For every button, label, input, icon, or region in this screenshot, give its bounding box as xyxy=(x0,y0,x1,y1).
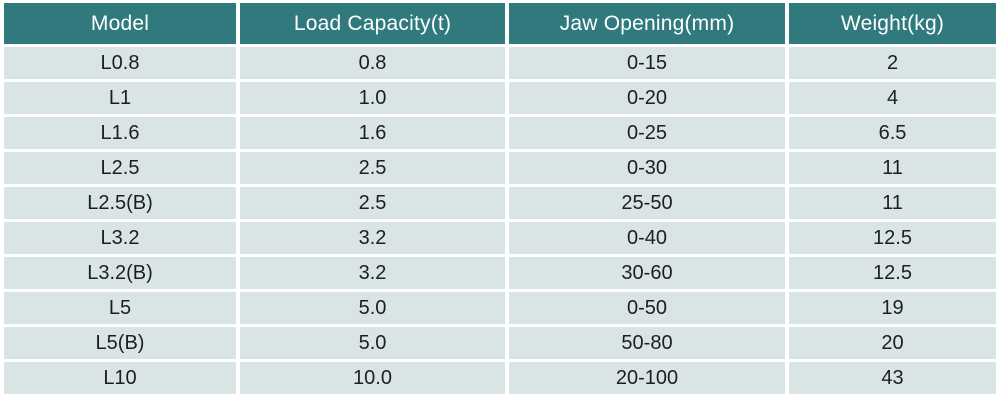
header-row: Model Load Capacity(t) Jaw Opening(mm) W… xyxy=(4,3,996,44)
table-cell: 12.5 xyxy=(789,257,996,289)
table-cell: 0-40 xyxy=(509,222,785,254)
table-cell: 50-80 xyxy=(509,327,785,359)
table-cell: 2.5 xyxy=(240,152,505,184)
table-cell: 0.8 xyxy=(240,47,505,79)
table-row: L10 10.0 20-100 43 xyxy=(4,362,996,394)
table-cell: 5.0 xyxy=(240,292,505,324)
table-cell: 30-60 xyxy=(509,257,785,289)
table-cell: L2.5(B) xyxy=(4,187,236,219)
table-body: L0.8 0.8 0-15 2 L1 1.0 0-20 4 L1.6 1.6 0-25 6.5 L2.5… xyxy=(4,47,996,394)
table-header: Model Load Capacity(t) Jaw Opening(mm) W… xyxy=(4,3,996,44)
table-cell: 2 xyxy=(789,47,996,79)
table-cell: L2.5 xyxy=(4,152,236,184)
table-cell: 10.0 xyxy=(240,362,505,394)
table-cell: 5.0 xyxy=(240,327,505,359)
table-row: L1 1.0 0-20 4 xyxy=(4,82,996,114)
specification-table: Model Load Capacity(t) Jaw Opening(mm) W… xyxy=(4,3,996,394)
table-cell: L5(B) xyxy=(4,327,236,359)
table-cell: L1 xyxy=(4,82,236,114)
table-cell: L3.2 xyxy=(4,222,236,254)
table-row: L3.2 3.2 0-40 12.5 xyxy=(4,222,996,254)
table-row: L5 5.0 0-50 19 xyxy=(4,292,996,324)
table-cell: 11 xyxy=(789,152,996,184)
table-cell: 19 xyxy=(789,292,996,324)
table-row: L2.5 2.5 0-30 11 xyxy=(4,152,996,184)
table-cell: 0-20 xyxy=(509,82,785,114)
table-row: L1.6 1.6 0-25 6.5 xyxy=(4,117,996,149)
table-cell: 20-100 xyxy=(509,362,785,394)
table-cell: 4 xyxy=(789,82,996,114)
column-header-model: Model xyxy=(4,3,236,44)
table-cell: 1.0 xyxy=(240,82,505,114)
table-row: L3.2(B) 3.2 30-60 12.5 xyxy=(4,257,996,289)
table-cell: L3.2(B) xyxy=(4,257,236,289)
table-cell: 20 xyxy=(789,327,996,359)
table-cell: L5 xyxy=(4,292,236,324)
table-cell: 2.5 xyxy=(240,187,505,219)
table-row: L5(B) 5.0 50-80 20 xyxy=(4,327,996,359)
table-cell: 25-50 xyxy=(509,187,785,219)
table-cell: 0-50 xyxy=(509,292,785,324)
table-cell: 3.2 xyxy=(240,257,505,289)
table-cell: 3.2 xyxy=(240,222,505,254)
table-cell: L10 xyxy=(4,362,236,394)
table-row: L0.8 0.8 0-15 2 xyxy=(4,47,996,79)
table-cell: 11 xyxy=(789,187,996,219)
column-header-jaw-opening: Jaw Opening(mm) xyxy=(509,3,785,44)
table-cell: 0-25 xyxy=(509,117,785,149)
table-cell: 1.6 xyxy=(240,117,505,149)
table-cell: L0.8 xyxy=(4,47,236,79)
table-cell: L1.6 xyxy=(4,117,236,149)
column-header-weight: Weight(kg) xyxy=(789,3,996,44)
table-cell: 43 xyxy=(789,362,996,394)
column-header-load-capacity: Load Capacity(t) xyxy=(240,3,505,44)
table-cell: 0-15 xyxy=(509,47,785,79)
table-cell: 0-30 xyxy=(509,152,785,184)
table-row: L2.5(B) 2.5 25-50 11 xyxy=(4,187,996,219)
table-cell: 6.5 xyxy=(789,117,996,149)
table-cell: 12.5 xyxy=(789,222,996,254)
